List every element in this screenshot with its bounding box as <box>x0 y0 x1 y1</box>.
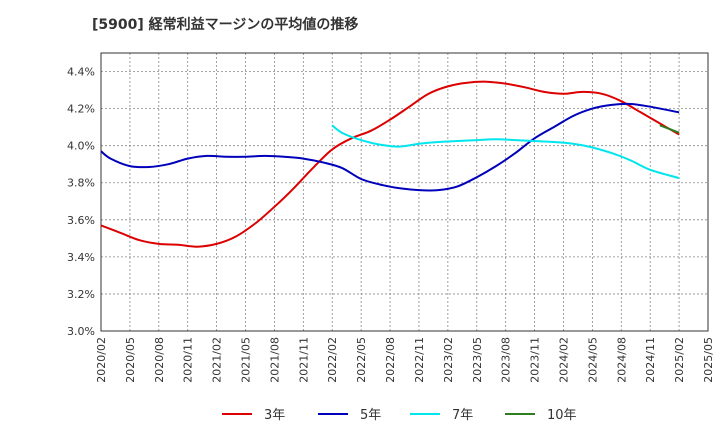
x-tick-label: 2024/05 <box>586 337 599 383</box>
x-tick-label: 2020/08 <box>153 337 166 383</box>
y-tick-label: 3.0% <box>67 325 95 338</box>
x-tick-label: 2021/11 <box>297 337 310 383</box>
y-tick-label: 4.0% <box>67 140 95 153</box>
x-tick-label: 2022/02 <box>326 337 339 383</box>
series-layer <box>100 80 680 248</box>
x-tick-label: 2020/05 <box>124 337 137 383</box>
legend-label-1: 3年 <box>264 408 285 423</box>
x-tick-label: 2023/02 <box>442 337 455 383</box>
x-tick-label: 2020/02 <box>95 337 108 383</box>
series-line-1 <box>100 80 680 248</box>
legend-label-2: 5年 <box>360 408 381 423</box>
legend-label-4: 10年 <box>547 408 577 423</box>
y-tick-label: 3.4% <box>67 251 95 264</box>
legend-label-3: 7年 <box>452 408 473 423</box>
x-tick-label: 2025/02 <box>673 337 686 383</box>
x-tick-label: 2021/08 <box>268 337 281 383</box>
chart-title: [5900] 経常利益マージンの平均値の推移 <box>92 17 359 33</box>
x-tick-label: 2022/08 <box>384 337 397 383</box>
plot-frame <box>100 52 709 332</box>
y-axis-ticks: 3.0% 3.2% 3.4% 3.6% 3.8% 4.0% 4.2% 4.4% <box>67 66 95 338</box>
x-tick-label: 2023/08 <box>500 337 513 383</box>
x-tick-label: 2024/02 <box>557 337 570 383</box>
x-tick-label: 2021/05 <box>240 337 253 383</box>
x-tick-label: 2022/11 <box>413 337 426 383</box>
x-tick-label: 2021/02 <box>211 337 224 383</box>
x-tick-label: 2025/05 <box>702 337 715 383</box>
series-line-3 <box>331 124 680 180</box>
series-line-4 <box>659 124 680 134</box>
legend: 3年 5年 7年 10年 <box>222 408 577 423</box>
y-tick-label: 3.8% <box>67 177 95 190</box>
y-tick-label: 4.4% <box>67 66 95 79</box>
x-tick-label: 2023/05 <box>471 337 484 383</box>
series-line-2 <box>100 102 680 192</box>
x-axis-ticks: 2020/02 2020/05 2020/08 2020/11 2021/02 2021/… <box>95 337 715 383</box>
x-tick-label: 2024/11 <box>644 337 657 383</box>
grid-layer <box>100 53 709 332</box>
x-tick-label: 2022/05 <box>355 337 368 383</box>
x-tick-label: 2024/08 <box>615 337 628 383</box>
y-tick-label: 3.6% <box>67 214 95 227</box>
y-tick-label: 3.2% <box>67 288 95 301</box>
x-tick-label: 2023/11 <box>529 337 542 383</box>
x-tick-label: 2020/11 <box>182 337 195 383</box>
y-tick-label: 4.2% <box>67 103 95 116</box>
